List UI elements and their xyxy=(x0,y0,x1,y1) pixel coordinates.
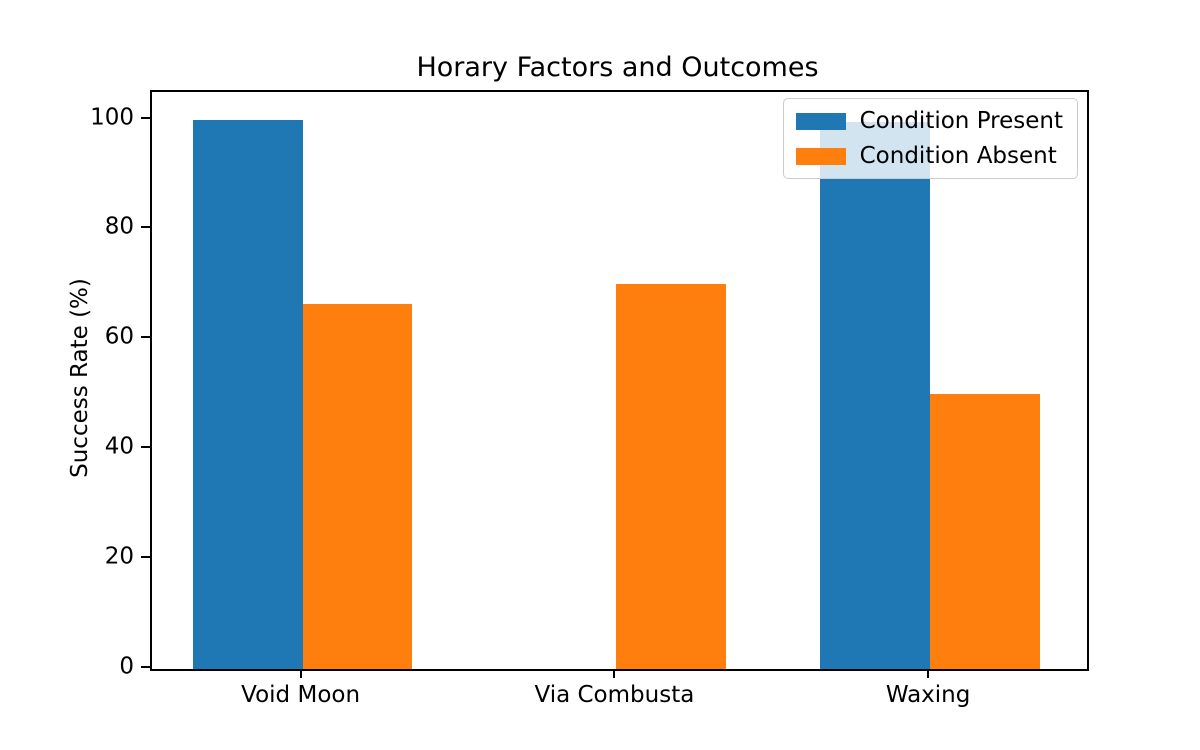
bar xyxy=(192,119,303,669)
x-tick-label: Waxing xyxy=(885,682,971,708)
y-tick-mark xyxy=(141,556,150,559)
bar xyxy=(930,394,1040,669)
x-tick-label: Via Combusta xyxy=(534,682,695,708)
bar xyxy=(616,284,727,669)
legend-row: Condition Present xyxy=(795,107,1063,135)
y-tick-mark xyxy=(141,336,150,339)
x-tick-mark xyxy=(927,669,930,678)
chart-title: Horary Factors and Outcomes xyxy=(416,52,819,83)
legend-label: Condition Absent xyxy=(859,143,1057,169)
legend-label: Condition Present xyxy=(859,108,1063,134)
legend: Condition Present Condition Absent xyxy=(782,98,1078,179)
legend-swatch xyxy=(795,147,846,165)
y-tick-label: 40 xyxy=(104,433,134,460)
bar xyxy=(302,303,413,669)
x-tick-label: Void Moon xyxy=(241,682,361,708)
y-tick-label: 80 xyxy=(104,213,134,240)
y-tick-mark xyxy=(141,116,150,119)
y-tick-mark xyxy=(141,446,150,449)
y-tick-label: 100 xyxy=(90,104,134,130)
y-tick-label: 60 xyxy=(104,323,134,350)
y-tick-label: 0 xyxy=(119,653,134,680)
legend-row: Condition Absent xyxy=(795,142,1063,170)
y-tick-mark xyxy=(141,226,150,229)
x-tick-mark xyxy=(299,669,302,678)
y-tick-label: 20 xyxy=(104,543,134,570)
legend-swatch xyxy=(795,112,846,130)
x-tick-mark xyxy=(613,669,616,678)
bar xyxy=(820,122,931,669)
y-tick-mark xyxy=(141,666,150,668)
plot-area: Condition Present Condition Absent xyxy=(150,90,1089,671)
